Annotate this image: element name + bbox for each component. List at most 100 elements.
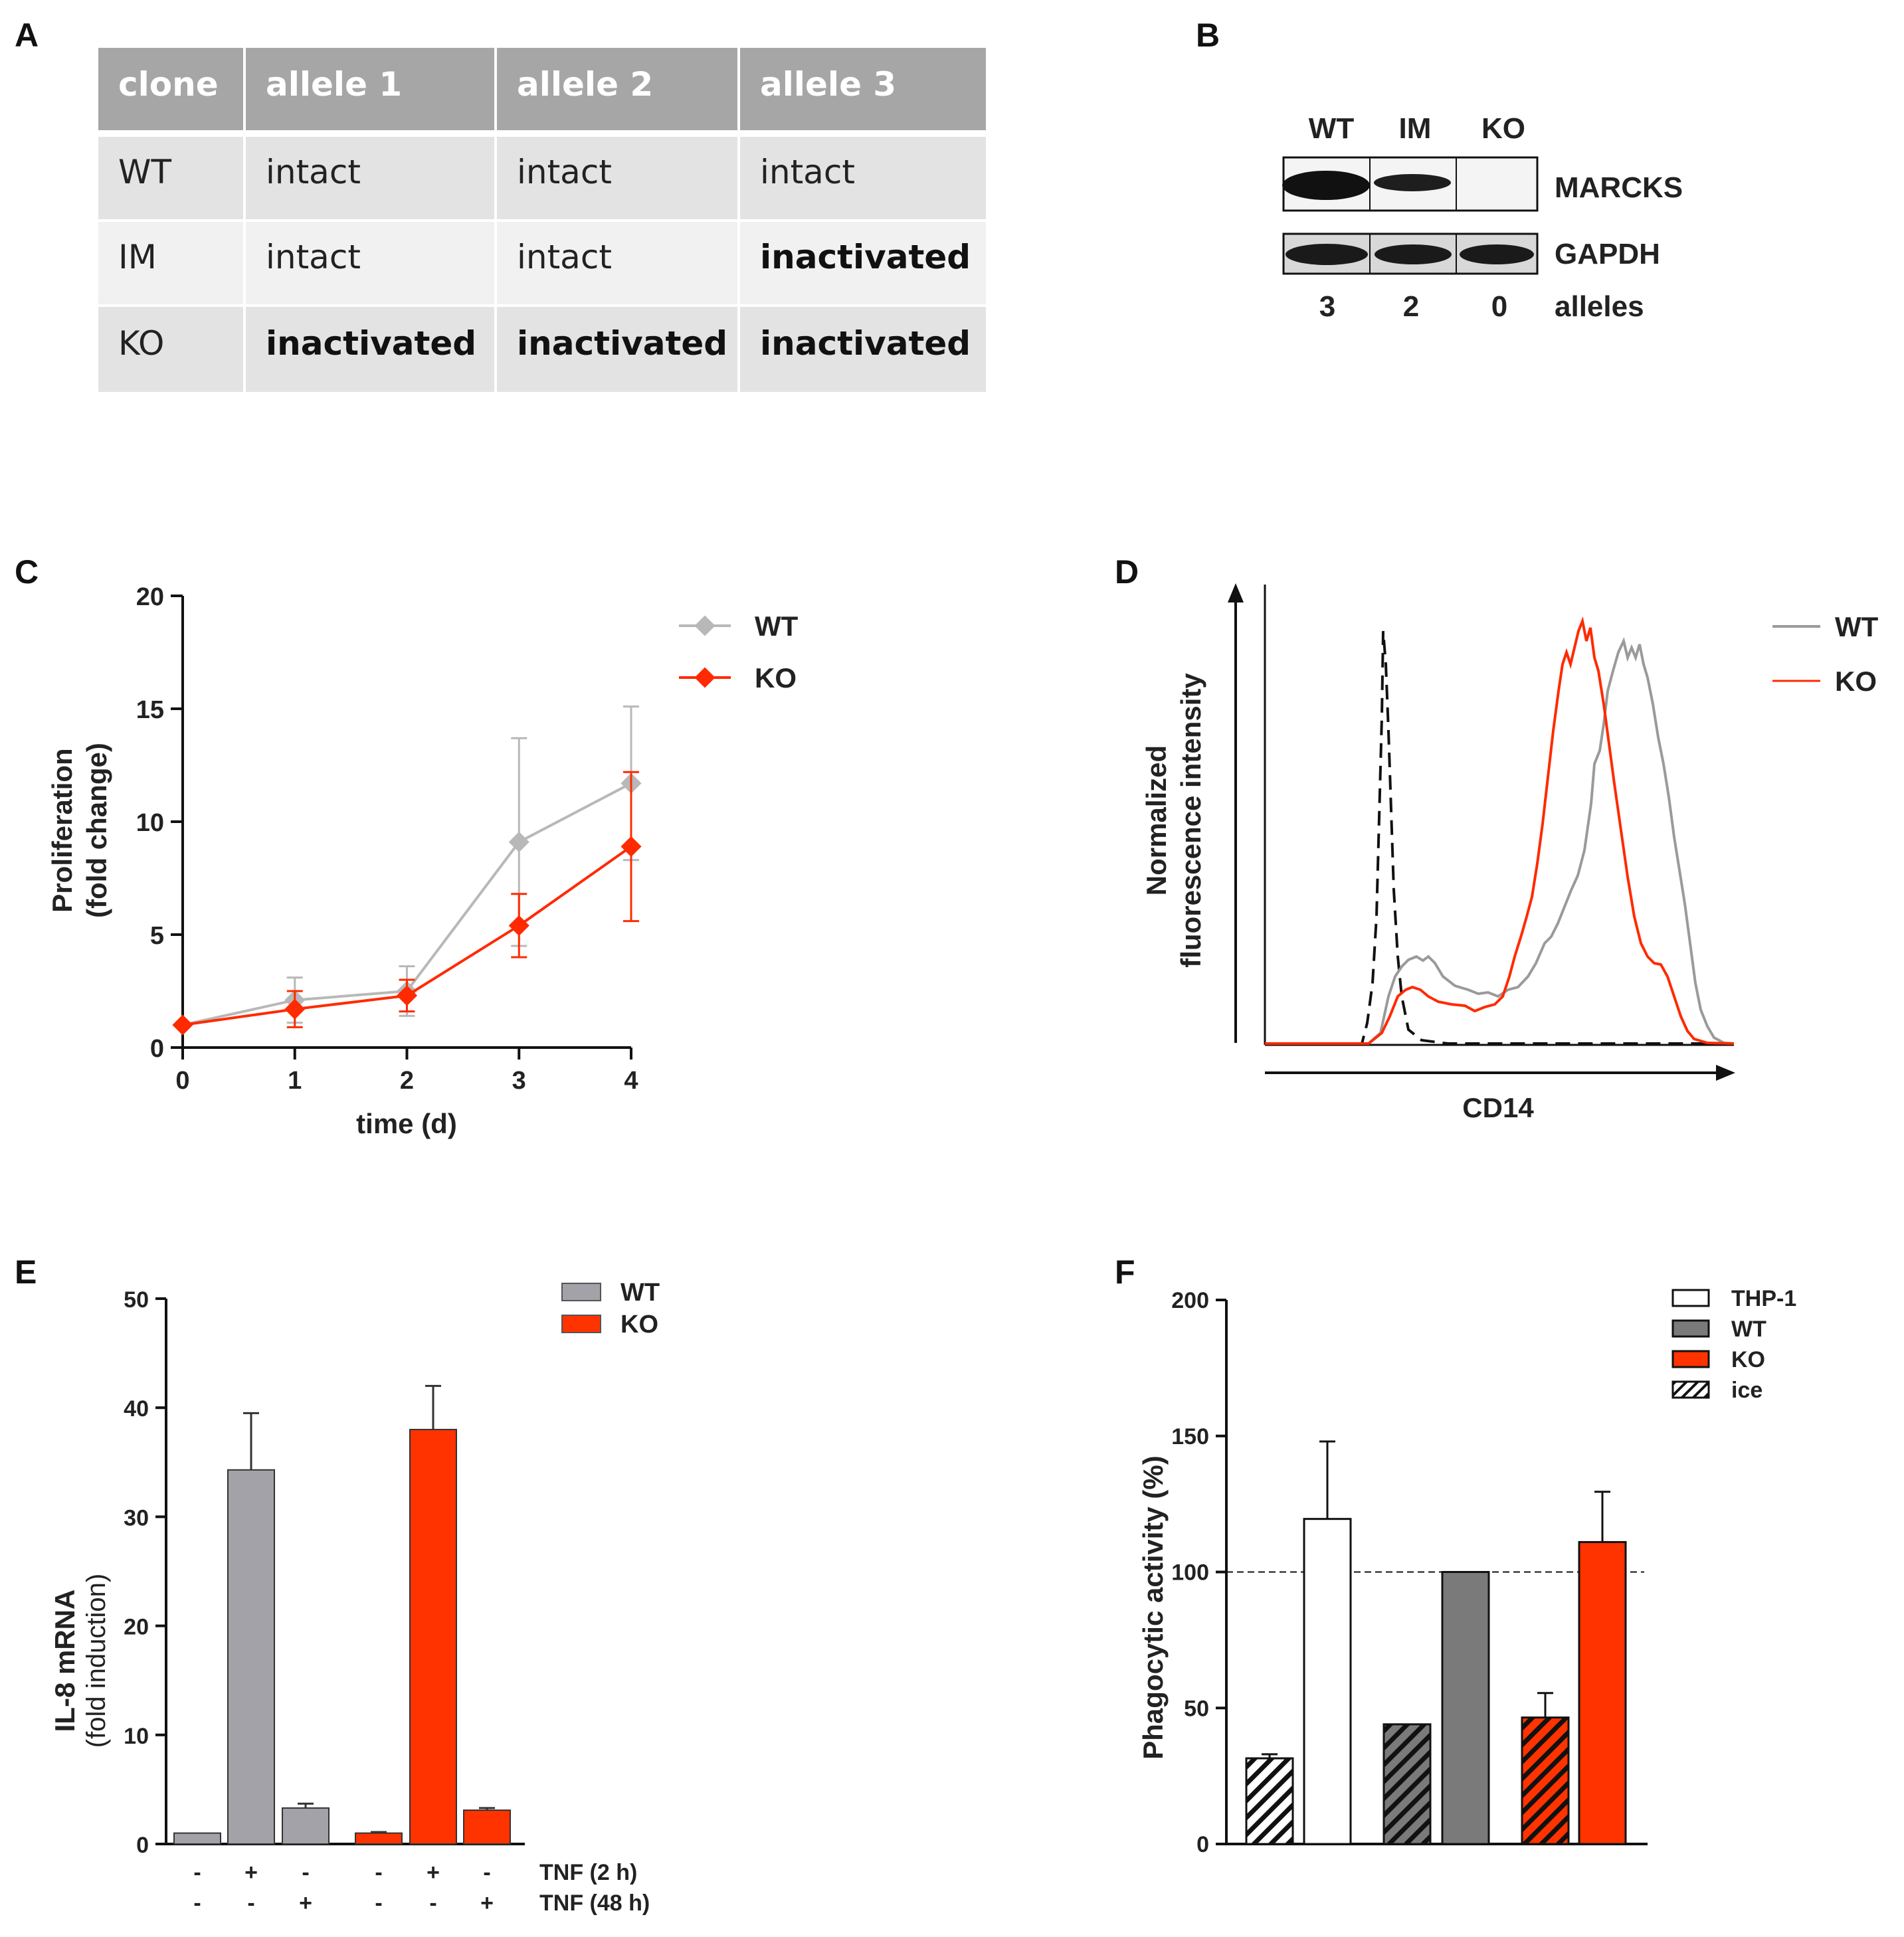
f-y-tick-label: 50 bbox=[1184, 1696, 1209, 1721]
e-condition-sign: + bbox=[427, 1860, 440, 1885]
table-cell: intact bbox=[517, 238, 612, 276]
f-y-tick-label: 200 bbox=[1171, 1288, 1209, 1313]
d-wt-curve bbox=[1265, 636, 1735, 1045]
c-y-axis-label-line1: Proliferation bbox=[47, 748, 78, 912]
allele-label: alleles bbox=[1555, 290, 1644, 323]
e-y-tick-label: 30 bbox=[124, 1505, 149, 1530]
table-row bbox=[98, 222, 986, 304]
panel-letter-d: D bbox=[1115, 553, 1139, 591]
f-axes: 0 50 100 150 200 bbox=[1171, 1288, 1648, 1857]
f-bar-wt-normal bbox=[1441, 1571, 1490, 1845]
table-header-cell: allele 2 bbox=[517, 65, 653, 104]
e-y-tick-label: 50 bbox=[124, 1287, 149, 1313]
f-y-tick-label: 150 bbox=[1171, 1424, 1209, 1449]
e-bar-wt bbox=[227, 1469, 275, 1845]
allele-count: 0 bbox=[1491, 290, 1507, 323]
panel-f: F 0 50 100 150 200 Phagocytic activity (%) T… bbox=[1115, 1253, 1796, 1857]
e-condition-sign: - bbox=[375, 1860, 382, 1885]
c-legend-label: WT bbox=[755, 610, 799, 642]
table-cell: KO bbox=[118, 324, 164, 363]
table-cell: IM bbox=[118, 238, 157, 276]
e-bar-ko bbox=[409, 1429, 457, 1845]
panel-b: B WT IM KO MARCKS GAPDH 3 2 0 alleles bbox=[1196, 17, 1683, 323]
d-y-axis-label-line1: Normalized bbox=[1141, 745, 1172, 895]
f-legend-label: THP-1 bbox=[1731, 1286, 1796, 1311]
c-x-tick-label: 0 bbox=[175, 1067, 189, 1095]
lane-label: IM bbox=[1399, 112, 1432, 145]
allele-count: 2 bbox=[1403, 290, 1419, 323]
c-legend-marker-ko bbox=[694, 667, 715, 688]
table-header-cell: allele 1 bbox=[266, 65, 402, 104]
f-legend-swatch-wt bbox=[1671, 1319, 1710, 1338]
e-bar-wt bbox=[173, 1832, 221, 1845]
c-y-tick-label: 0 bbox=[150, 1035, 164, 1063]
d-y-arrowhead bbox=[1228, 583, 1244, 602]
c-legend-label: KO bbox=[755, 662, 797, 693]
panel-letter-e: E bbox=[15, 1253, 37, 1291]
f-legend-swatch-ice bbox=[1671, 1380, 1710, 1399]
d-ko-curve bbox=[1265, 616, 1735, 1045]
table-cell: intact bbox=[760, 153, 855, 191]
e-y-axis-label-line2: (fold induction) bbox=[82, 1574, 111, 1748]
c-x-tick-label: 1 bbox=[288, 1067, 302, 1095]
panel-e: E 0 10 20 30 40 50 - + - - + - - - + - - + IL-8 mRNA (fo… bbox=[15, 1253, 660, 1916]
table-cell: intact bbox=[517, 153, 612, 191]
e-bar-ko bbox=[355, 1832, 403, 1845]
lane-label: KO bbox=[1481, 112, 1525, 145]
e-axes: 0 10 20 30 40 50 bbox=[124, 1287, 525, 1858]
e-condition-label: TNF (48 h) bbox=[539, 1891, 650, 1916]
e-bars bbox=[173, 1384, 511, 1845]
panel-c: C 0 5 10 15 20 0 1 2 3 4 time (d) Proliferation (… bbox=[15, 553, 799, 1139]
c-y-axis-label-line2: (fold change) bbox=[81, 743, 112, 918]
e-condition-sign: - bbox=[193, 1891, 201, 1916]
gapdh-band-wt bbox=[1285, 244, 1368, 265]
c-point-ko bbox=[508, 915, 529, 936]
panel-letter-a: A bbox=[15, 17, 39, 54]
f-legend-label: ice bbox=[1731, 1378, 1762, 1403]
e-y-tick-label: 20 bbox=[124, 1615, 149, 1640]
table-cell: intact bbox=[266, 238, 361, 276]
f-bar-ko-ice bbox=[1521, 1716, 1570, 1845]
e-condition-sign: - bbox=[429, 1891, 436, 1916]
table-header-cell: clone bbox=[118, 65, 219, 104]
e-conditions: - + - - + - - - + - - + bbox=[193, 1860, 494, 1916]
f-y-axis-label: Phagocytic activity (%) bbox=[1137, 1455, 1169, 1759]
f-legend-swatch-thp1 bbox=[1671, 1289, 1710, 1307]
c-y-tick-label: 5 bbox=[150, 922, 164, 950]
e-condition-sign: - bbox=[302, 1860, 309, 1885]
marcks-band-wt bbox=[1282, 171, 1370, 200]
c-point-wt bbox=[508, 832, 529, 853]
f-legend-label: KO bbox=[1731, 1347, 1765, 1372]
c-x-tick-label: 4 bbox=[624, 1067, 638, 1095]
table-cell: WT bbox=[118, 153, 171, 191]
allele-count: 3 bbox=[1319, 290, 1335, 323]
c-legend-marker-wt bbox=[694, 615, 715, 636]
e-condition-sign: - bbox=[193, 1860, 201, 1885]
e-condition-sign: + bbox=[480, 1891, 494, 1916]
table-row bbox=[98, 307, 986, 392]
table-cell: intact bbox=[266, 153, 361, 191]
d-y-axis-label-line2: fluorescence intensity bbox=[1175, 673, 1206, 968]
c-axes: 0 5 10 15 20 0 1 2 3 4 bbox=[136, 583, 638, 1095]
f-bar-wt-ice bbox=[1382, 1723, 1432, 1845]
panel-letter-c: C bbox=[15, 553, 39, 591]
c-y-tick-label: 20 bbox=[136, 583, 164, 611]
c-x-tick-label: 2 bbox=[400, 1067, 414, 1095]
c-series bbox=[172, 705, 642, 1036]
table-row bbox=[98, 137, 986, 219]
table-header-row bbox=[98, 48, 986, 130]
c-y-tick-label: 15 bbox=[136, 696, 164, 724]
e-y-tick-label: 0 bbox=[136, 1833, 149, 1858]
c-x-axis-label: time (d) bbox=[356, 1108, 457, 1139]
e-condition-sign: + bbox=[244, 1860, 258, 1885]
panel-d: D CD14 Normalized fluorescence intensity… bbox=[1115, 553, 1879, 1123]
e-legend-label: WT bbox=[620, 1279, 660, 1307]
e-condition-sign: - bbox=[375, 1891, 382, 1916]
e-y-tick-label: 10 bbox=[124, 1724, 149, 1749]
d-x-arrowhead bbox=[1716, 1065, 1735, 1081]
marcks-band-im bbox=[1374, 174, 1451, 191]
d-legend-label: WT bbox=[1835, 611, 1879, 642]
e-condition-sign: - bbox=[483, 1860, 490, 1885]
f-legend-swatch-ko bbox=[1671, 1350, 1710, 1368]
